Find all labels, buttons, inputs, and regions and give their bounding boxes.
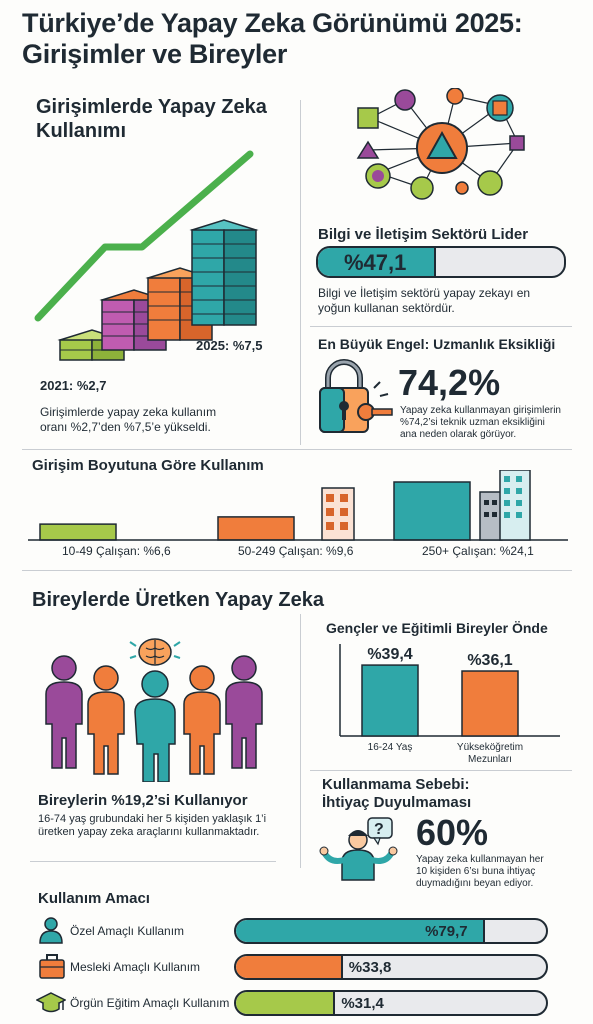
- purpose-row-private: Özel Amaçlı Kullanım %79,7: [36, 916, 588, 946]
- individuals-heading: Bireylerde Üretken Yapay Zeka: [32, 589, 325, 611]
- purpose-bar-education: %31,4: [234, 990, 548, 1016]
- divider-vertical-bottom: [300, 614, 301, 868]
- individuals-description: 16-74 yaş grubundaki her 5 kişiden yakla…: [38, 813, 298, 839]
- divider-purpose: [30, 861, 276, 862]
- youth-category-label-0-0: 16-24 Yaş: [368, 742, 413, 753]
- page-title-line2: Girişimler ve Bireyler: [22, 39, 288, 69]
- purpose-value-education: %31,4: [341, 995, 384, 1012]
- youth-category-label-1-0: Yükseköğretim: [457, 742, 523, 753]
- nonuse-big-value: 60%: [416, 812, 489, 853]
- barrier-desc-line1: Yapay zeka kullanmayan girişimlerin: [400, 405, 561, 416]
- barrier-desc-line3: ana neden olarak görüyor.: [400, 429, 517, 440]
- shrug-person-icon: ?: [319, 817, 398, 881]
- person-3: [134, 670, 176, 782]
- person-1: [45, 655, 83, 769]
- size-bar-2: [393, 481, 471, 541]
- youth-value-label-1: %36,1: [467, 652, 512, 669]
- nonuse-desc-line1: Yapay zeka kullanmayan her: [416, 854, 544, 865]
- page-title: Türkiye’de Yapay Zeka Görünümü 2025: Gir…: [22, 8, 582, 70]
- enterprise-description: Girişimlerde yapay zeka kullanım oranı %…: [40, 405, 290, 435]
- youth-category-label-1-1: Mezunları: [468, 754, 512, 765]
- enterprise-desc-line1: Girişimlerde yapay zeka kullanım: [40, 405, 217, 419]
- purpose-fill-professional: [236, 956, 343, 978]
- individuals-desc-line2: üretken yapay zeka araçlarını kullanmakt…: [38, 826, 260, 838]
- individuals-stat-heading: Bireylerin %19,2’si Kullanıyor: [38, 792, 248, 809]
- youth-bar-1: [461, 670, 519, 737]
- lock-key-icon: [319, 359, 393, 433]
- barrier-description: Yapay zeka kullanmayan girişimlerin %74,…: [400, 405, 580, 441]
- nonuse-heading-line2: İhtiyaç Duyulmaması: [322, 794, 472, 811]
- purpose-heading: Kullanım Amacı: [38, 890, 150, 907]
- youth-value-label-0: %39,4: [367, 646, 412, 663]
- barrier-heading: En Büyük Engel: Uzmanlık Eksikliği: [318, 336, 556, 352]
- divider-nonuse: [310, 770, 572, 771]
- ict-heading: Bilgi ve İletişim Sektörü Lider: [318, 226, 529, 243]
- network-icon: [356, 88, 525, 200]
- purpose-bar-private: %79,7: [234, 918, 548, 944]
- nonuse-desc-line3: duymadığını beyan ediyor.: [416, 878, 534, 889]
- purpose-label-education: Örgün Eğitim Amaçlı Kullanım: [70, 996, 230, 1010]
- growth-chart-illustration: [34, 150, 259, 361]
- person-4: [183, 665, 221, 775]
- purpose-label-private: Özel Amaçlı Kullanım: [70, 924, 185, 938]
- purpose-bar-professional: %33,8: [234, 954, 548, 980]
- enterprise-heading-line2: Kullanımı: [36, 120, 127, 142]
- building-large-icon: [479, 470, 531, 541]
- purpose-row-education: Örgün Eğitim Amaçlı Kullanım %31,4: [36, 988, 588, 1018]
- enterprise-heading-line1: Girişimlerde Yapay Zeka: [36, 96, 267, 118]
- people-group-icon: [45, 638, 263, 782]
- stack-2025: [189, 219, 259, 326]
- ict-desc-line1: Bilgi ve İletişim sektörü yapay zekayı e…: [318, 286, 531, 300]
- youth-heading: Gençler ve Eğitimli Bireyler Önde: [326, 620, 548, 636]
- svg-text:?: ?: [374, 821, 384, 838]
- label-2025: 2025: %7,5: [196, 338, 263, 353]
- youth-bar-0: [361, 664, 419, 737]
- person-icon: [39, 917, 63, 944]
- label-2021: 2021: %2,7: [40, 378, 107, 393]
- building-medium-icon: [321, 487, 355, 541]
- nonuse-desc-line2: 10 kişiden 6’sı buna ihtiyaç: [416, 866, 536, 877]
- nonuse-heading: Kullanmama Sebebi: İhtiyaç Duyulmaması: [322, 776, 471, 812]
- divider-individuals: [22, 570, 572, 571]
- size-bar-1: [217, 516, 295, 541]
- divider-size: [22, 449, 572, 450]
- barrier-desc-line2: %74,2’si teknik uzman eksikliğini: [400, 417, 545, 428]
- purpose-value-private: %79,7: [425, 923, 468, 940]
- purpose-fill-private: [236, 920, 486, 942]
- person-5: [225, 655, 263, 769]
- purpose-label-professional: Mesleki Amaçlı Kullanım: [70, 960, 201, 974]
- purpose-row-professional: Mesleki Amaçlı Kullanım %33,8: [36, 952, 588, 982]
- size-heading: Girişim Boyutuna Göre Kullanım: [32, 457, 264, 474]
- barrier-big-value: 74,2%: [398, 362, 501, 403]
- person-2: [87, 665, 125, 775]
- enterprise-heading: Girişimlerde Yapay Zeka Kullanımı: [36, 95, 296, 143]
- size-label-0: 10-49 Çalışan: %6,6: [62, 544, 171, 558]
- size-chart: [28, 470, 568, 541]
- size-bar-0: [39, 523, 117, 541]
- size-label-1: 50-249 Çalışan: %9,6: [238, 544, 354, 558]
- enterprise-desc-line2: oranı %2,7’den %7,5’e yükseldi.: [40, 420, 211, 434]
- purpose-value-professional: %33,8: [348, 959, 392, 976]
- growth-trend-line: [34, 150, 254, 322]
- page-title-line1: Türkiye’de Yapay Zeka Görünümü 2025:: [22, 8, 523, 38]
- individuals-desc-line1: 16-74 yaş grubundaki her 5 kişiden yakla…: [38, 813, 267, 825]
- briefcase-icon: [39, 954, 65, 979]
- divider-ict: [310, 326, 572, 327]
- size-labels: 10-49 Çalışan: %6,6 50-249 Çalışan: %9,6…: [22, 544, 574, 562]
- nonuse-description: Yapay zeka kullanmayan her 10 kişiden 6’…: [416, 854, 586, 890]
- brain-icon: [129, 638, 181, 666]
- ict-desc-line2: yoğun kullanan sektördür.: [318, 301, 455, 315]
- graduation-cap-icon: [36, 992, 66, 1013]
- ict-description: Bilgi ve İletişim sektörü yapay zekayı e…: [318, 286, 578, 316]
- nonuse-heading-line1: Kullanmama Sebebi:: [322, 776, 470, 793]
- youth-chart: %39,4 16-24 Yaş %36,1 YükseköğretimMezunlar…: [339, 644, 560, 765]
- purpose-fill-education: [236, 992, 336, 1014]
- ict-progress-fill: [318, 248, 436, 276]
- ict-progress-bar: %47,1: [316, 246, 566, 278]
- divider-vertical-top: [300, 100, 301, 445]
- ict-value-label: %47,1: [344, 250, 407, 275]
- purpose-list: Özel Amaçlı Kullanım %79,7 Mesleki Amaçl…: [36, 914, 588, 1022]
- size-label-2: 250+ Çalışan: %24,1: [422, 544, 534, 558]
